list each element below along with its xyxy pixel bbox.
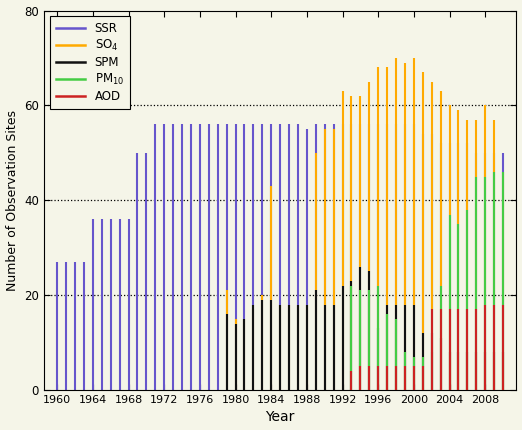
Legend: SSR, SO$_4$, SPM, PM$_{10}$, AOD: SSR, SO$_4$, SPM, PM$_{10}$, AOD bbox=[50, 16, 130, 109]
Y-axis label: Number of Observation Sites: Number of Observation Sites bbox=[6, 110, 19, 291]
X-axis label: Year: Year bbox=[266, 411, 295, 424]
